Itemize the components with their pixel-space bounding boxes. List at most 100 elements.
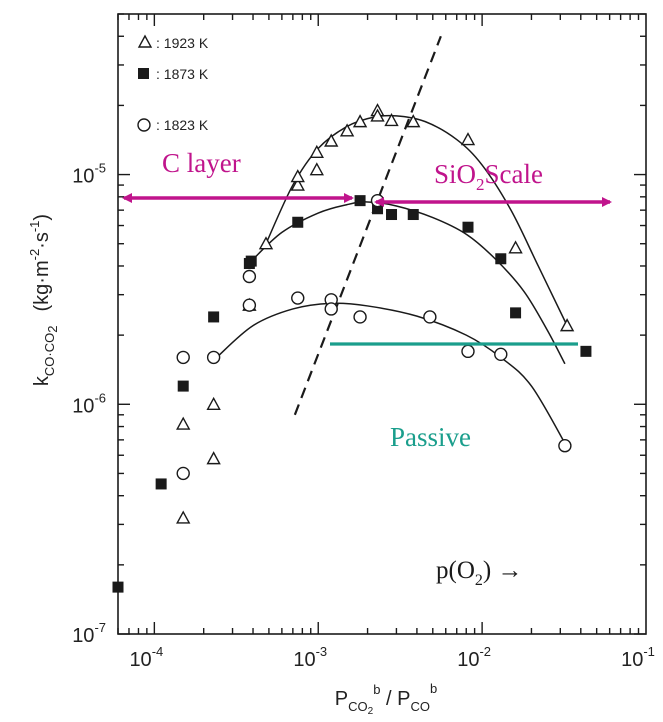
x-axis-label-sep: / <box>380 688 397 710</box>
c-layer-label: C layer <box>162 148 241 178</box>
triangle-point-1923k <box>309 162 324 176</box>
triangle-point-1923k <box>384 112 399 127</box>
po2-label-sub: 2 <box>475 572 483 589</box>
square-point-1873k <box>112 581 124 593</box>
y-tick-label-exp: -7 <box>94 620 106 635</box>
circle-point-1823k <box>324 302 338 316</box>
plot-frame <box>117 13 647 635</box>
circle-point-1823k <box>353 310 367 324</box>
square-point-1873k <box>510 307 522 319</box>
square-point-1873k <box>495 253 507 265</box>
dashed-boundary-line <box>293 35 442 416</box>
square-point-1873k <box>245 255 257 267</box>
triangle-point-1923k <box>352 114 368 128</box>
passive-label: Passive <box>390 422 471 452</box>
x-tick-label: 10-1 <box>621 644 655 671</box>
triangle-point-1923k <box>406 114 421 128</box>
y-axis-label-ksub2: 2 <box>45 326 60 333</box>
y-axis-label-k: k <box>31 375 53 386</box>
y-axis-label-unit-exp2: -1 <box>27 221 42 233</box>
circle-point-1823k <box>423 310 437 324</box>
triangle-point-1923k <box>258 236 274 250</box>
y-axis-label-units-close: ) <box>31 214 53 221</box>
legend-circle-marker <box>137 118 151 132</box>
x-axis-label: PCO2b / PCOb <box>335 681 437 717</box>
y-tick-label-base: 10 <box>72 166 94 188</box>
y-axis-label-ksub: CO·CO <box>42 333 57 376</box>
sio2-scale-label-p2: Scale <box>485 159 543 189</box>
square-point-1873k <box>462 221 474 233</box>
x-tick-label: 10-3 <box>293 644 327 671</box>
x-axis-label-s1b: 2 <box>368 706 374 717</box>
triangle-point-1923k <box>290 169 305 183</box>
legend-square-marker <box>138 68 149 79</box>
x-tick-label: 10-4 <box>129 644 163 671</box>
x-tick-label-exp: -3 <box>316 644 328 659</box>
legend: : 1923 K : 1873 K : 1823 K <box>137 34 209 133</box>
square-point-1873k <box>372 203 384 215</box>
x-tick-label: 10-2 <box>457 644 491 671</box>
triangle-point-1923k <box>324 133 339 147</box>
y-axis-label-unit-exp1: -2 <box>27 249 42 261</box>
y-tick-label: 10-6 <box>72 390 106 417</box>
square-point-1873k <box>407 209 419 221</box>
circle-point-1823k <box>558 439 572 453</box>
y-axis-label-units-open: (kg·m <box>31 260 53 311</box>
legend-triangle-marker <box>137 34 153 48</box>
x-tick-label-base: 10 <box>129 649 151 671</box>
y-tick-label-base: 10 <box>72 395 94 417</box>
sio2-scale-label: SiO2Scale <box>434 159 543 194</box>
x-tick-label-base: 10 <box>621 649 643 671</box>
x-axis-label-p2: P <box>397 688 410 710</box>
triangle-point-1923k <box>460 132 476 146</box>
po2-label-p: p(O <box>436 557 475 584</box>
axis-tick-labels: 10-4 10-3 10-2 10-110-710-610-5 <box>72 161 655 671</box>
triangle-point-1923k <box>339 123 355 137</box>
triangle-point-1923k <box>206 451 221 465</box>
circle-point-1823k <box>242 298 257 312</box>
triangle-point-1923k <box>370 108 385 122</box>
y-axis-label-units-mid: ·s <box>31 232 53 249</box>
x-tick-label-exp: -2 <box>479 644 491 659</box>
sio2-scale-label-p1: SiO <box>434 159 476 189</box>
triangle-point-1923k <box>559 318 575 332</box>
circle-point-1823k <box>176 466 190 481</box>
x-tick-label-base: 10 <box>293 649 315 671</box>
triangle-point-1923k <box>508 240 523 254</box>
triangle-point-1923k <box>176 416 191 430</box>
square-point-1873k <box>208 311 220 323</box>
x-axis-label-s1: CO <box>348 699 368 714</box>
fitted-curve-3 <box>216 302 568 448</box>
triangle-point-1923k <box>176 510 191 524</box>
square-point-1873k <box>155 478 167 490</box>
y-tick-label: 10-5 <box>72 161 106 188</box>
triangle-point-1923k <box>309 144 324 159</box>
circle-point-1823k <box>206 350 221 365</box>
y-axis-label: kCO·CO2 (kg·m-2·s-1) <box>27 214 60 386</box>
square-point-1873k <box>177 380 189 392</box>
x-tick-label-exp: -1 <box>643 644 655 659</box>
po2-label: p(O2) → <box>436 557 522 589</box>
x-tick-label-exp: -4 <box>152 644 164 659</box>
legend-label-1923: : 1923 K <box>156 35 209 51</box>
legend-label-1823: : 1823 K <box>156 117 209 133</box>
square-point-1873k <box>580 345 592 357</box>
x-axis-label-s2: CO <box>410 699 430 714</box>
triangle-point-1923k <box>206 396 221 410</box>
x-tick-label-base: 10 <box>457 649 479 671</box>
circle-point-1823k <box>176 350 190 365</box>
x-axis-label-sup1: b <box>373 682 380 697</box>
square-point-1873k <box>354 195 366 207</box>
axis-ticks <box>117 13 646 635</box>
triangle-point-1923k <box>290 177 305 191</box>
fitted-curve-1 <box>265 114 568 326</box>
square-point-1873k <box>386 209 398 221</box>
data-points <box>112 103 592 593</box>
circle-point-1823k <box>242 269 257 284</box>
circle-point-1823k <box>291 291 305 305</box>
y-tick-label: 10-7 <box>72 620 106 647</box>
po2-label-close: ) → <box>483 557 523 584</box>
circle-point-1823k <box>494 347 508 362</box>
sio2-scale-label-sub: 2 <box>476 175 485 194</box>
